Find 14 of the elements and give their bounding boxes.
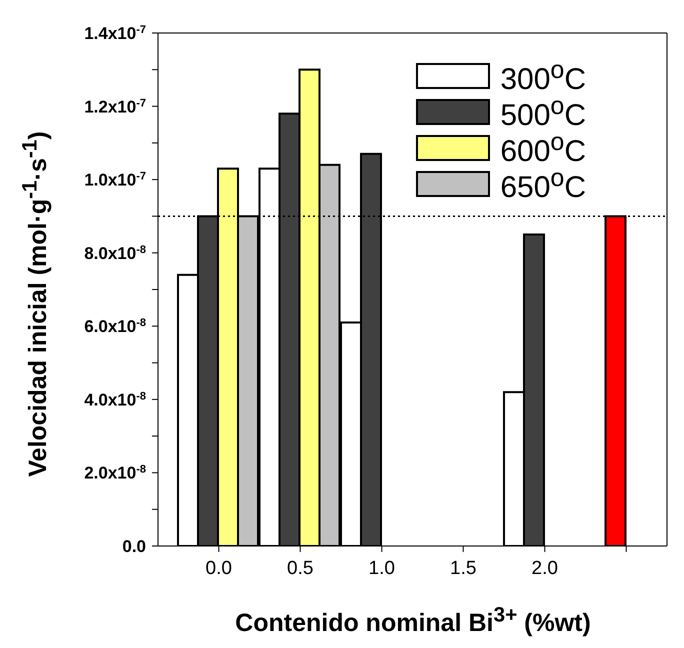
x-tick-label: 1.5 (450, 558, 476, 579)
x-tick-label: 0.0 (206, 558, 232, 579)
y-tick-label: 1.4x10$^{-7}$ (84, 24, 146, 43)
y-tick-label: 0.0 (122, 537, 146, 556)
y-tick-label: 6.0x10$^{-8}$ (84, 317, 146, 336)
x-tick-label: 1.0 (368, 558, 395, 579)
x-tick-label: 2.0 (532, 558, 558, 579)
y-tick-label: 4.0x10$^{-8}$ (84, 390, 146, 410)
y-tick-label: 1.2x10$^{-7}$ (84, 97, 146, 116)
y-tick-label: 2.0x10$^{-8}$ (84, 464, 146, 483)
x-tick-label: 0.5 (287, 558, 314, 579)
x-axis-title: Contenido nominal Bi$^{3+}$ (%wt) (235, 604, 591, 638)
y-tick-label: 1.0x10$^{-7}$ (84, 170, 146, 190)
y-tick-label: 8.0x10$^{-8}$ (84, 244, 146, 263)
